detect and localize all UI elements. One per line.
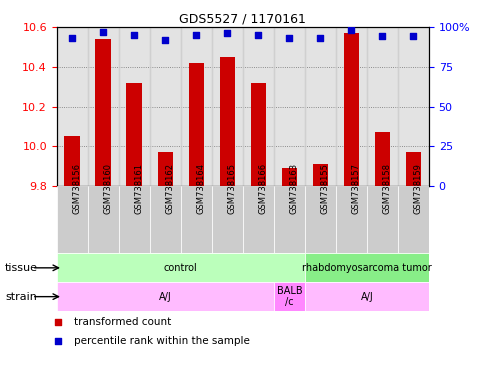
Point <box>99 28 107 35</box>
Text: GSM738163: GSM738163 <box>289 163 298 214</box>
Bar <box>188 63 204 186</box>
Bar <box>127 83 142 186</box>
Text: control: control <box>164 263 198 273</box>
Text: GSM738165: GSM738165 <box>227 163 236 214</box>
Bar <box>313 164 328 186</box>
Text: rhabdomyosarcoma tumor: rhabdomyosarcoma tumor <box>302 263 432 273</box>
Point <box>223 30 231 36</box>
Bar <box>375 132 390 186</box>
Bar <box>181 27 212 186</box>
Bar <box>57 186 88 253</box>
Point <box>192 32 200 38</box>
Text: GSM738159: GSM738159 <box>414 163 423 214</box>
Bar <box>398 27 429 186</box>
Bar <box>119 186 150 253</box>
Bar <box>65 136 80 186</box>
Text: percentile rank within the sample: percentile rank within the sample <box>73 336 249 346</box>
Text: GSM738164: GSM738164 <box>196 163 205 214</box>
Point <box>317 35 324 41</box>
Text: GSM738162: GSM738162 <box>165 163 174 214</box>
Bar <box>88 186 119 253</box>
Text: A/J: A/J <box>159 291 172 302</box>
Bar <box>212 186 243 253</box>
Text: GSM738156: GSM738156 <box>72 163 81 214</box>
Bar <box>344 33 359 186</box>
Point <box>379 33 387 40</box>
Bar <box>282 168 297 186</box>
Text: BALB
/c: BALB /c <box>277 286 302 308</box>
Bar <box>150 186 181 253</box>
Bar <box>305 186 336 253</box>
Bar <box>274 186 305 253</box>
Bar <box>336 186 367 253</box>
Text: GSM738158: GSM738158 <box>383 163 391 214</box>
Bar <box>406 152 421 186</box>
Point <box>254 32 262 38</box>
Text: tissue: tissue <box>5 263 38 273</box>
Bar <box>274 27 305 186</box>
Bar <box>305 282 429 311</box>
Point <box>130 32 138 38</box>
Bar <box>150 27 181 186</box>
Bar <box>243 186 274 253</box>
Text: strain: strain <box>5 291 37 302</box>
Point <box>348 27 355 33</box>
Bar <box>336 27 367 186</box>
Bar <box>212 27 243 186</box>
Text: GSM738157: GSM738157 <box>352 163 360 214</box>
Bar <box>243 27 274 186</box>
Bar <box>181 186 212 253</box>
Bar <box>250 83 266 186</box>
Bar <box>57 253 305 282</box>
Point <box>161 36 169 43</box>
Text: transformed count: transformed count <box>73 317 171 327</box>
Text: GSM738161: GSM738161 <box>134 163 143 214</box>
Point <box>68 35 76 41</box>
Bar <box>57 27 88 186</box>
Bar <box>88 27 119 186</box>
Point <box>54 319 62 325</box>
Point <box>285 35 293 41</box>
Bar <box>367 27 398 186</box>
Bar <box>305 253 429 282</box>
Text: GSM738160: GSM738160 <box>103 163 112 214</box>
Text: A/J: A/J <box>360 291 373 302</box>
Bar <box>219 57 235 186</box>
Bar <box>398 186 429 253</box>
Title: GDS5527 / 1170161: GDS5527 / 1170161 <box>179 13 306 26</box>
Bar <box>57 282 274 311</box>
Bar <box>96 39 111 186</box>
Bar <box>119 27 150 186</box>
Point <box>54 338 62 344</box>
Bar <box>274 282 305 311</box>
Text: GSM738155: GSM738155 <box>320 163 329 214</box>
Bar <box>305 27 336 186</box>
Point <box>410 33 418 40</box>
Text: GSM738166: GSM738166 <box>258 163 267 214</box>
Bar <box>367 186 398 253</box>
Bar <box>157 152 173 186</box>
